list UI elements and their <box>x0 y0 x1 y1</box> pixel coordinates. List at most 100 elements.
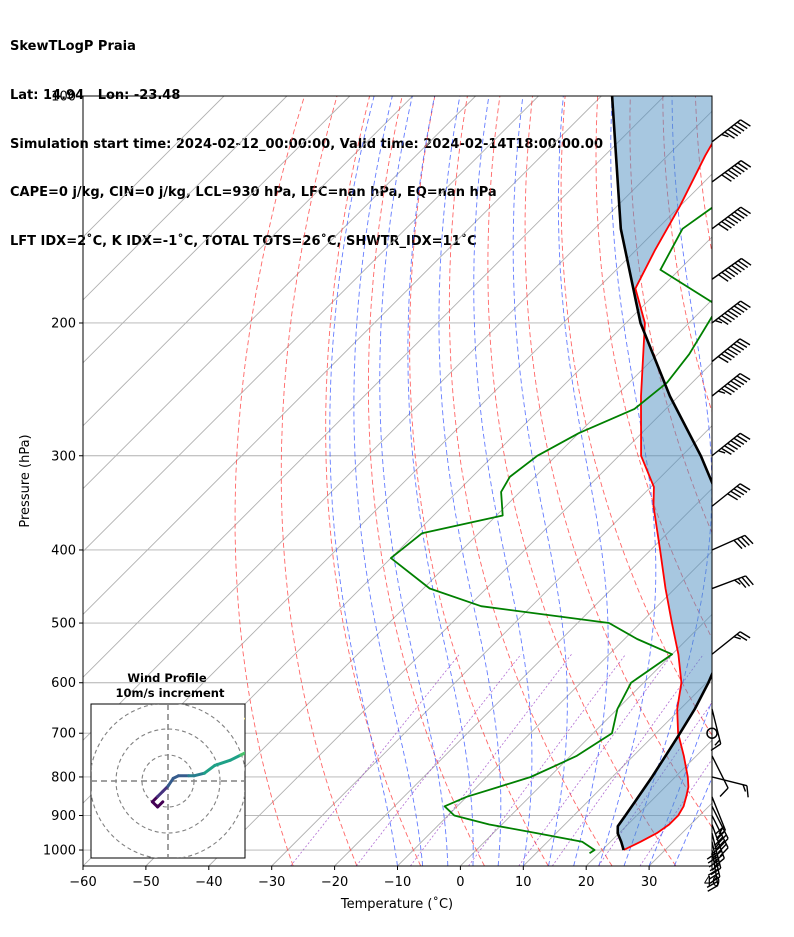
barb-feather <box>736 633 748 641</box>
barb-feather <box>727 267 739 275</box>
barb-staff <box>711 796 727 831</box>
hodograph-segment <box>244 751 245 754</box>
barb-feather <box>727 382 738 391</box>
moist-adiabat <box>407 96 474 866</box>
moist-adiabat <box>673 776 712 866</box>
series-layer <box>390 96 712 855</box>
barb-feather <box>737 538 747 548</box>
barb-feather <box>740 536 750 546</box>
barb-feather <box>727 169 739 178</box>
barb-feather <box>707 855 719 864</box>
barb-feather <box>740 206 751 215</box>
barb-feather <box>727 128 739 137</box>
barb-staff <box>711 841 721 878</box>
grid-layer <box>83 96 712 866</box>
hodograph-segment <box>228 753 243 762</box>
barb-feather <box>724 350 735 359</box>
hodograph-segment <box>166 776 175 788</box>
barb-feather <box>721 387 732 396</box>
barb-feather <box>734 579 741 585</box>
barb-staff <box>711 160 742 183</box>
mixing-ratio-line <box>639 758 712 866</box>
hodograph-title: Wind Profile <box>127 671 207 685</box>
barb-feather <box>727 442 738 450</box>
isotherm-line <box>334 487 712 866</box>
y-tick-label: 400 <box>51 543 76 558</box>
barb-feather <box>706 880 718 888</box>
isotherm-line <box>711 865 712 866</box>
dry-adiabat <box>448 96 613 866</box>
barb-staff <box>711 119 741 143</box>
barb-feather <box>737 260 749 269</box>
barb-feather <box>724 445 735 453</box>
y-tick-label: 100 <box>51 90 76 105</box>
wind-barb <box>711 257 752 282</box>
barb-feather <box>707 884 719 892</box>
barb-feather <box>733 488 745 496</box>
wind-barb <box>711 432 751 457</box>
y-tick-label: 700 <box>51 727 76 742</box>
x-tick-label: 0 <box>456 875 464 890</box>
barb-feather <box>734 211 745 219</box>
wind-barb <box>711 300 751 326</box>
barb-feather <box>724 171 736 180</box>
barb-feather <box>714 836 724 846</box>
x-tick-label: −50 <box>132 875 159 890</box>
y-tick-label: 500 <box>51 617 76 632</box>
hodograph-plot <box>91 704 256 858</box>
barb-feather <box>736 485 748 493</box>
hodograph-subtitle: 10m/s increment <box>116 686 225 700</box>
hodograph-segment <box>202 763 217 775</box>
barb-feather <box>733 636 741 640</box>
barb-feather <box>737 302 748 311</box>
axes-layer: −60−50−40−30−20−100102030401002003004005… <box>43 90 720 891</box>
wind-barb <box>711 206 751 231</box>
barb-feather <box>716 829 726 839</box>
dry-adiabat <box>325 96 422 866</box>
wind-barb <box>711 372 751 397</box>
isotherm-line <box>522 676 712 866</box>
barb-feather <box>740 160 752 168</box>
moist-adiabat <box>353 96 424 866</box>
barb-feather <box>721 447 732 455</box>
barb-feather <box>724 218 735 227</box>
barb-feather <box>727 348 738 356</box>
barb-feather <box>719 838 729 848</box>
barb-feather <box>733 539 743 550</box>
barb-feather <box>720 353 732 361</box>
barb-staff <box>711 534 746 551</box>
barb-feather <box>730 490 742 498</box>
barb-feather <box>736 375 748 383</box>
barb-feather <box>734 262 745 271</box>
barb-feather <box>707 868 719 876</box>
x-tick-label: −40 <box>195 875 222 890</box>
barb-feather <box>714 319 723 324</box>
hodograph-segment <box>251 734 256 739</box>
barb-feather <box>745 575 754 586</box>
barb-feather <box>739 631 751 639</box>
barb-feather <box>718 390 726 394</box>
y-tick-label: 200 <box>51 316 76 331</box>
barb-feather <box>718 274 729 282</box>
barb-staff <box>711 432 741 457</box>
barb-feather <box>710 743 722 752</box>
barb-feather <box>739 483 751 491</box>
wind-barb <box>711 160 752 183</box>
barb-feather <box>730 167 742 175</box>
moist-adiabat <box>329 96 398 866</box>
barb-feather <box>733 377 745 386</box>
barb-feather <box>742 784 747 792</box>
y-axis-title: Pressure (hPa) <box>18 434 33 527</box>
y-tick-label: 900 <box>51 809 76 824</box>
wind-barb <box>711 796 727 839</box>
wind-barb <box>711 534 754 551</box>
dry-adiabat <box>367 96 485 866</box>
barb-staff <box>711 483 741 507</box>
mixing-ratio-line <box>518 654 673 866</box>
barb-staff <box>711 755 729 789</box>
calm-circle <box>706 727 718 739</box>
x-tick-label: −20 <box>321 875 348 890</box>
barb-feather <box>740 300 751 309</box>
dry-adiabat <box>409 96 549 866</box>
